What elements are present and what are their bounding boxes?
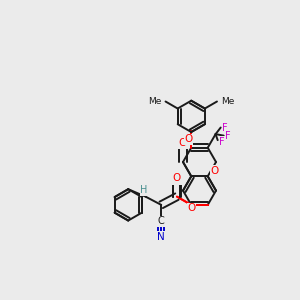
- Text: Me: Me: [148, 97, 161, 106]
- Text: F: F: [219, 136, 225, 147]
- Text: O: O: [173, 173, 181, 183]
- Text: N: N: [157, 232, 165, 242]
- Text: C: C: [158, 216, 165, 226]
- Text: O: O: [179, 138, 187, 148]
- Text: O: O: [173, 175, 181, 184]
- Text: F: F: [222, 122, 228, 133]
- Text: O: O: [187, 203, 195, 214]
- Text: O: O: [184, 134, 192, 145]
- Text: O: O: [210, 166, 218, 176]
- Text: Me: Me: [221, 97, 235, 106]
- Text: H: H: [140, 185, 148, 195]
- Text: F: F: [225, 130, 231, 141]
